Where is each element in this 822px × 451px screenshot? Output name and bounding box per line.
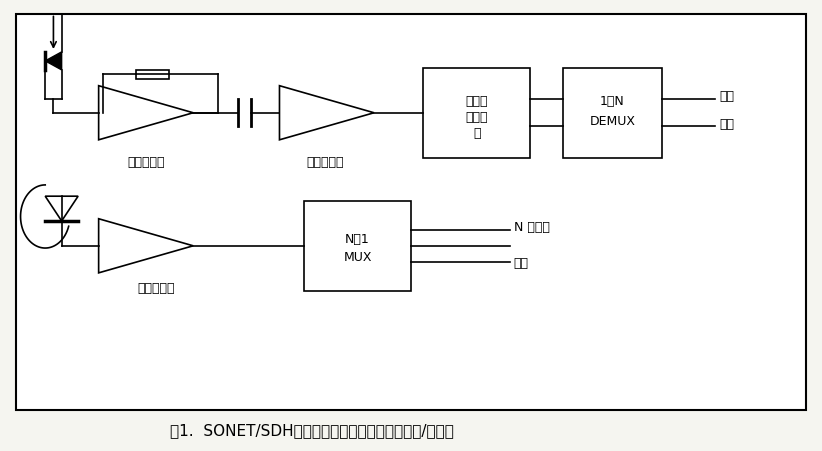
FancyBboxPatch shape xyxy=(304,201,411,291)
Text: 数据恢: 数据恢 xyxy=(465,111,488,124)
Text: 复: 复 xyxy=(473,127,481,139)
Text: 1：N: 1：N xyxy=(600,95,625,108)
Text: N 路数据: N 路数据 xyxy=(514,221,550,234)
Text: 时钟: 时钟 xyxy=(514,258,529,270)
Text: 时钟和: 时钟和 xyxy=(465,95,488,108)
FancyBboxPatch shape xyxy=(16,14,806,410)
Text: 数据: 数据 xyxy=(719,91,734,103)
FancyBboxPatch shape xyxy=(563,68,662,158)
FancyBboxPatch shape xyxy=(423,68,530,158)
Text: MUX: MUX xyxy=(344,251,372,263)
FancyBboxPatch shape xyxy=(136,70,169,79)
Text: 图1.  SONET/SDH光纤传输系统中的一个典型接收/发送机: 图1. SONET/SDH光纤传输系统中的一个典型接收/发送机 xyxy=(170,423,455,438)
Text: 时钟: 时钟 xyxy=(719,118,734,130)
Text: 激光放大器: 激光放大器 xyxy=(137,282,175,295)
Polygon shape xyxy=(45,52,62,70)
Text: 互阻放大器: 互阻放大器 xyxy=(127,156,165,169)
Text: 限幅放大器: 限幅放大器 xyxy=(306,156,344,169)
Text: N：1: N：1 xyxy=(345,233,370,245)
Text: DEMUX: DEMUX xyxy=(589,115,635,128)
